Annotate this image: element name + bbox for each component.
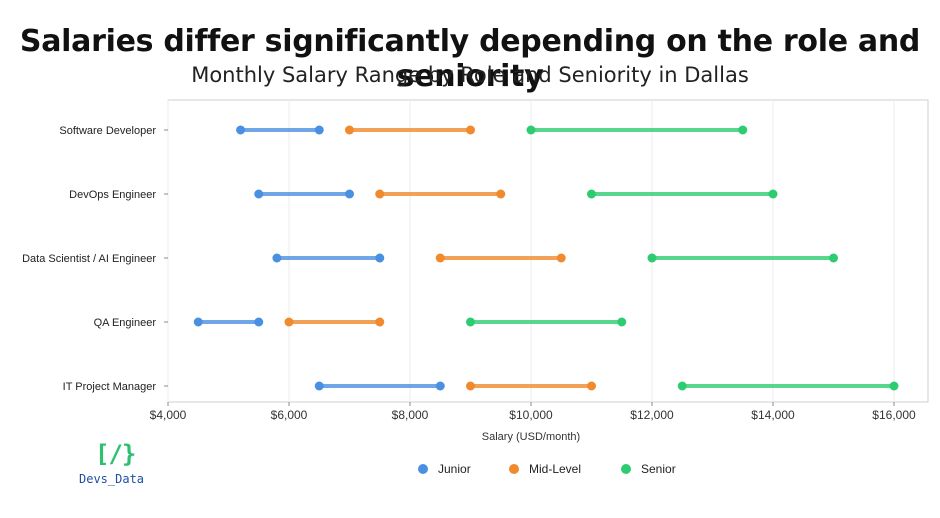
y-tick-label: Software Developer — [59, 125, 156, 137]
range-min-point-junior — [193, 317, 203, 327]
legend-label-senior: Senior — [641, 462, 676, 476]
chart-title: Salaries differ significantly depending … — [19, 24, 921, 94]
y-tick-label: DevOps Engineer — [69, 189, 156, 201]
x-tick-label: $4,000 — [150, 408, 187, 422]
y-tick-label: QA Engineer — [94, 317, 157, 329]
range-max-point-junior — [345, 189, 354, 199]
devs-data-logo-icon: [/} — [95, 440, 136, 468]
range-min-point-junior — [254, 189, 264, 199]
range-min-point-junior — [272, 253, 282, 263]
range-max-point-senior — [738, 125, 748, 135]
range-min-point-junior — [236, 125, 246, 135]
x-axis-label: Salary (USD/month) — [482, 431, 580, 443]
range-max-point-mid-level — [466, 125, 475, 135]
devs-data-logo-text: Devs_Data — [79, 472, 145, 486]
x-tick-label: $6,000 — [271, 408, 308, 422]
x-tick-label: $16,000 — [872, 408, 916, 422]
x-tick-label: $10,000 — [509, 408, 553, 422]
range-min-point-senior — [587, 189, 596, 199]
range-max-point-senior — [768, 189, 778, 199]
legend-item-mid-level: Mid-Level — [509, 462, 581, 476]
range-min-point-mid-level — [345, 125, 354, 135]
x-tick-label: $12,000 — [630, 408, 674, 422]
legend-swatch-junior — [418, 464, 428, 474]
x-tick-label: $14,000 — [751, 408, 795, 422]
range-max-point-mid-level — [587, 381, 596, 391]
range-max-point-junior — [375, 253, 385, 263]
range-max-point-junior — [314, 125, 324, 135]
legend-swatch-senior — [621, 464, 631, 474]
y-tick-label: Data Scientist / AI Engineer — [22, 253, 156, 265]
legend-label-mid-level: Mid-Level — [529, 462, 582, 476]
legend-swatch-mid-level — [509, 464, 519, 474]
range-max-point-mid-level — [375, 317, 385, 327]
range-max-point-mid-level — [496, 189, 506, 199]
chart-legend: Junior Mid-Level Senior — [0, 462, 940, 480]
range-min-point-senior — [466, 317, 475, 327]
range-min-point-mid-level — [466, 381, 475, 391]
chart-subtitle: Monthly Salary Range by Role and Seniori… — [191, 63, 749, 87]
plot-frame — [167, 99, 929, 403]
range-max-point-senior — [829, 253, 838, 263]
range-max-point-senior — [889, 381, 899, 391]
legend-item-senior: Senior — [621, 462, 676, 476]
legend-label-junior: Junior — [438, 462, 471, 476]
range-max-point-junior — [435, 381, 445, 391]
range-max-point-senior — [617, 317, 627, 327]
range-max-point-mid-level — [556, 253, 566, 263]
range-min-point-senior — [647, 253, 657, 263]
range-max-point-junior — [254, 317, 264, 327]
y-tick-label: IT Project Manager — [63, 381, 157, 393]
range-min-point-mid-level — [435, 253, 445, 263]
range-min-point-junior — [314, 381, 324, 391]
range-min-point-senior — [526, 125, 536, 135]
range-min-point-mid-level — [284, 317, 294, 327]
x-tick-label: $8,000 — [392, 408, 429, 422]
range-min-point-mid-level — [375, 189, 385, 199]
range-min-point-senior — [677, 381, 687, 391]
legend-item-junior: Junior — [418, 462, 471, 476]
